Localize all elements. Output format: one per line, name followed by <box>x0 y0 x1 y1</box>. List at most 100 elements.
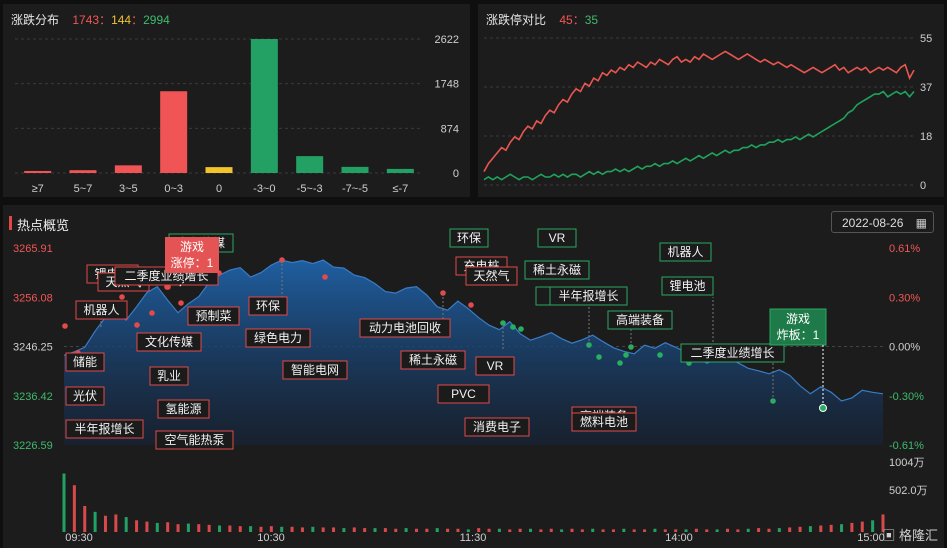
y-right-label: -0.30% <box>889 391 924 403</box>
bar[interactable] <box>69 170 97 173</box>
volume-bar <box>518 528 522 532</box>
event-dot[interactable] <box>134 322 140 328</box>
topic-tag[interactable]: 天然气 <box>465 266 518 286</box>
volume-bar <box>249 526 253 532</box>
topic-tag[interactable]: 机器人 <box>659 242 712 262</box>
flat-count: 144 <box>111 13 132 27</box>
event-dot[interactable] <box>596 354 602 360</box>
topic-tag[interactable]: 半年报增长 <box>549 286 628 306</box>
bar[interactable] <box>24 170 52 173</box>
topic-tag[interactable]: 乳业 <box>149 366 189 386</box>
volume-bar <box>653 528 657 532</box>
volume-bar <box>414 528 418 532</box>
volume-bar <box>611 529 615 532</box>
volume-bar <box>694 528 698 532</box>
tag-box <box>248 296 288 316</box>
tag-label: 动力电池回收 <box>369 321 441 335</box>
event-dot[interactable] <box>149 310 155 316</box>
tag-box <box>65 352 105 372</box>
topic-tag[interactable]: 锂电池 <box>661 276 714 296</box>
topic-tag[interactable]: VR <box>475 356 515 376</box>
topic-tag[interactable]: 智能电网 <box>282 360 348 380</box>
y-left-label: 3256.08 <box>13 292 53 304</box>
topic-tag[interactable]: 预制菜 <box>187 306 240 326</box>
topic-tag[interactable]: 空气能热泵 <box>155 430 234 450</box>
tag-label: 环保 <box>256 299 280 313</box>
volume-bar <box>321 527 325 532</box>
event-dot[interactable] <box>322 274 328 280</box>
callout-leader <box>178 272 193 288</box>
topic-tag[interactable]: 稀土永磁 <box>524 260 590 280</box>
callout-box <box>769 308 827 346</box>
tag-box <box>65 386 105 406</box>
topic-tag[interactable]: 二季度业绩增长 <box>680 343 785 363</box>
event-dot[interactable] <box>510 324 516 330</box>
topic-tag[interactable]: 机器人 <box>75 300 128 320</box>
bar[interactable] <box>114 165 142 173</box>
x-tick-label: 09:30 <box>65 532 93 544</box>
tag-label: 半年报增长 <box>74 421 134 436</box>
date-picker[interactable]: 2022-08-26 ▦ <box>831 211 934 233</box>
bar[interactable] <box>386 168 414 173</box>
tag-label: 稀土永磁 <box>533 262 581 277</box>
volume-bar <box>757 528 761 532</box>
topic-tag[interactable]: 环保 <box>248 296 288 316</box>
tag-label: PVC <box>451 387 476 401</box>
y-left-label: 3226.59 <box>13 440 53 452</box>
event-dot[interactable] <box>657 352 663 358</box>
volume-bar <box>176 524 180 532</box>
date-value: 2022-08-26 <box>842 216 904 230</box>
topic-tag[interactable]: 光伏 <box>65 386 105 406</box>
bar[interactable] <box>296 156 324 173</box>
topic-tag[interactable]: 绿色电力 <box>245 328 311 348</box>
down-count: 2994 <box>143 13 170 27</box>
volume-bar <box>228 525 232 532</box>
event-dot[interactable] <box>164 284 170 290</box>
event-dot[interactable] <box>617 360 623 366</box>
volume-bar <box>632 529 636 532</box>
volume-bar <box>674 529 678 532</box>
topic-tag[interactable]: 消费电子 <box>464 417 530 437</box>
volume-bar <box>777 528 781 532</box>
topic-tag[interactable]: 储能 <box>65 352 105 372</box>
topic-tag[interactable]: 动力电池回收 <box>359 318 451 338</box>
callout-text: 游戏 <box>786 312 810 326</box>
bar[interactable] <box>250 39 278 173</box>
event-dot[interactable] <box>119 294 125 300</box>
volume-bar <box>705 529 709 532</box>
topic-tag[interactable]: 文化传媒 <box>136 332 202 352</box>
bar[interactable] <box>205 167 233 173</box>
tag-label: 文化传媒 <box>145 334 193 349</box>
volume-bar <box>404 528 408 532</box>
callout-text: 炸板：1 <box>777 328 820 342</box>
topic-tag[interactable]: 稀土永磁 <box>400 350 466 370</box>
tag-label: 光伏 <box>73 389 97 403</box>
topic-tag[interactable]: 环保 <box>449 228 489 248</box>
topic-tag[interactable]: 高端装备 <box>607 310 673 330</box>
topic-tag[interactable]: PVC <box>437 384 490 404</box>
event-dot[interactable] <box>623 352 629 358</box>
tag-box <box>187 306 240 326</box>
separator: ： <box>131 13 144 27</box>
series-line <box>483 50 915 172</box>
event-dot[interactable] <box>178 300 184 306</box>
tag-box <box>680 343 785 363</box>
volume-bar <box>871 520 875 532</box>
tag-label: 消费电子 <box>473 420 521 434</box>
topic-tag[interactable]: 氢能源 <box>157 399 210 419</box>
y-tick-label: 874 <box>441 123 459 135</box>
topic-tag[interactable]: 燃料电池 <box>571 412 637 432</box>
event-dot[interactable] <box>468 302 474 308</box>
highlight-dot[interactable] <box>819 404 827 412</box>
event-dot[interactable] <box>62 323 68 329</box>
calendar-icon[interactable]: ▦ <box>915 216 927 230</box>
event-dot[interactable] <box>518 326 524 332</box>
volume-bar <box>767 528 771 532</box>
callout-text: 涨停：1 <box>171 255 214 270</box>
bar[interactable] <box>341 166 369 173</box>
topic-tag[interactable]: 半年报增长 <box>65 419 144 439</box>
topic-tag[interactable]: VR <box>537 228 577 248</box>
bar[interactable] <box>160 91 188 173</box>
